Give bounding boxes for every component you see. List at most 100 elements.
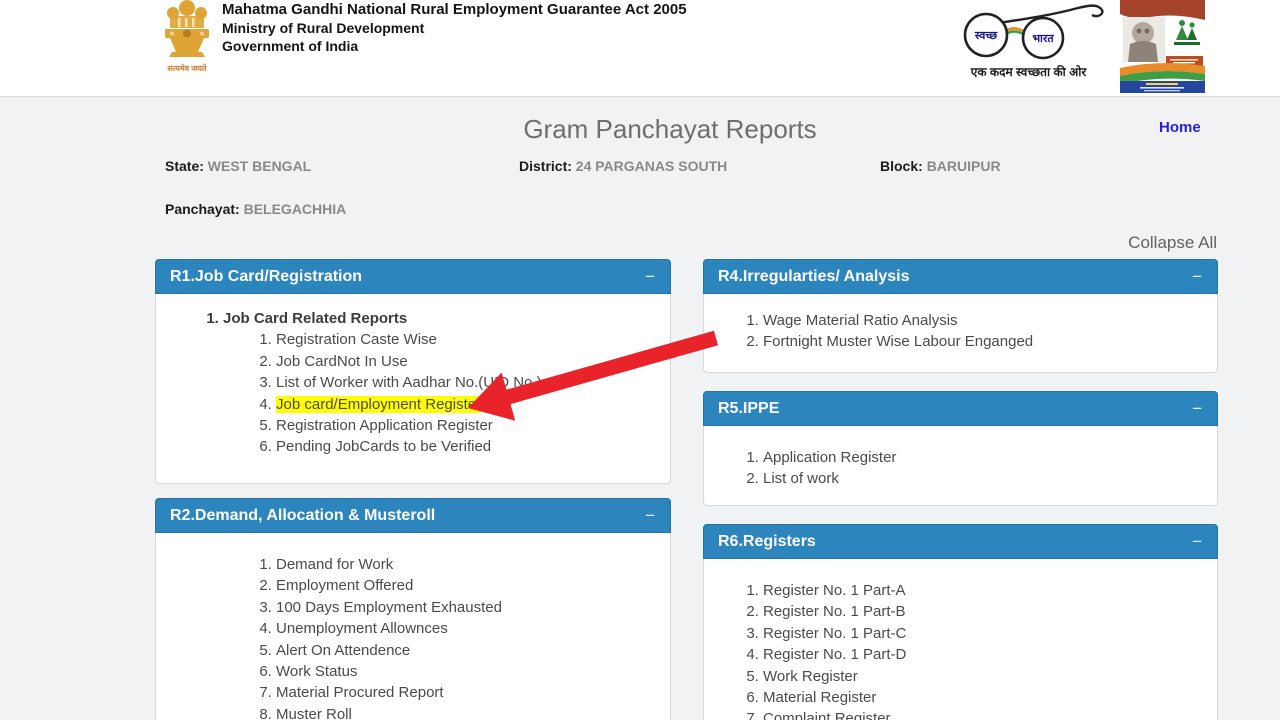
home-link[interactable]: Home [1159,119,1201,136]
report-list-item: Material Procured Report [276,682,670,703]
report-link[interactable]: Material Procured Report [276,684,444,702]
collapse-minus-icon[interactable]: − [645,267,655,286]
panel-r1-title: R1.Job Card/Registration [170,268,363,285]
report-link[interactable]: Application Register [763,449,897,466]
report-link[interactable]: 100 Days Employment Exhausted [276,598,502,616]
ministry-name: Ministry of Rural Development [222,20,425,36]
report-list-item: Employment Offered [276,575,670,596]
report-list-item: 100 Days Employment Exhausted [276,597,670,618]
collapse-minus-icon[interactable]: − [1192,399,1202,418]
report-link[interactable]: Registration Caste Wise [276,331,437,349]
panel-r6-registers: R6.Registers − Register No. 1 Part-ARegi… [703,524,1218,720]
report-link[interactable]: Material Register [763,689,877,707]
report-list-item: Work Register [763,666,1217,687]
r2-report-list: Demand for Work Employment Offered 100 Day… [156,554,670,720]
report-list-item: Register No. 1 Part-A [763,580,1217,601]
national-emblem: सत्यमेव जयते [157,0,217,74]
panchayat-label: Panchayat: [165,201,240,217]
report-link[interactable]: Employment Offered [276,577,414,595]
site-header: सत्यमेव जयते Mahatma Gandhi National Rur… [0,0,1280,97]
swachh-tagline: एक कदम स्वच्छता की ओर [970,65,1087,79]
panel-r1-job-card-registration: R1.Job Card/Registration − Job Card Rela… [155,259,671,484]
collapse-minus-icon[interactable]: − [1192,532,1202,551]
gandhi-poster-image [1120,0,1205,93]
report-link[interactable]: List of work [763,470,839,488]
report-link[interactable]: Muster Roll [276,705,352,720]
national-emblem-icon [165,0,209,57]
r6-report-list: Register No. 1 Part-A Register No. 1 Part… [704,580,1217,720]
report-link[interactable]: List of Worker with Aadhar No.(UID No.) [276,374,542,392]
panchayat-value: BELEGACHHIA [243,201,347,217]
panel-r5-header[interactable]: R5.IPPE − [703,391,1218,426]
report-list-item: Application Register [763,447,1217,468]
report-list-item: List of work [763,468,1217,489]
panel-r6-title: R6.Registers [718,533,816,550]
ministry-title-block: Mahatma Gandhi National Rural Employment… [222,1,687,55]
panel-r4-title: R4.Irregularties/ Analysis [718,268,910,285]
government-name: Government of India [222,38,359,54]
panel-r4-irregularities-analysis: R4.Irregularties/ Analysis − Wage Materi… [703,259,1218,373]
report-link[interactable]: Register No. 1 Part-B [763,603,906,621]
report-link[interactable]: Pending JobCards to be Verified [276,438,492,456]
swachh-bharat-glasses-icon: स्वच्छ भारत [963,4,1104,60]
location-district: District: 24 PARGANAS SOUTH [519,158,727,174]
panel-r6-header[interactable]: R6.Registers − [703,524,1218,559]
report-list-item: Registration Caste Wise [276,329,670,350]
swachh-lens-right-text: भारत [1032,33,1054,45]
report-list-item: Complaint Register [763,708,1217,720]
collapse-all-link[interactable]: Collapse All [1128,233,1217,252]
report-list-item: Alert On Attendence [276,640,670,661]
location-state: State: WEST BENGAL [165,158,311,174]
panel-r5-title: R5.IPPE [718,400,780,417]
swachh-bharat-logo: स्वच्छ भारत एक कदम स्वच्छता की ओर [946,2,1111,80]
panel-r2-body: Demand for Work Employment Offered 100 Day… [156,533,670,720]
panel-r4-header[interactable]: R4.Irregularties/ Analysis − [703,259,1218,294]
location-block: Block: BARUIPUR [880,158,1001,174]
gandhi-poster [1120,0,1205,93]
swachh-lens-left-text: स्वच्छ [974,30,998,42]
report-link[interactable]: Register No. 1 Part-D [763,646,907,664]
mgnrega-logo-icon [1174,20,1200,45]
report-list-item: Work Status [276,661,670,682]
report-link[interactable]: Alert On Attendence [276,641,411,659]
report-link[interactable]: Register No. 1 Part-C [763,624,907,642]
panel-r1-header[interactable]: R1.Job Card/Registration − [155,259,671,294]
location-panchayat: Panchayat: BELEGACHHIA [165,201,346,217]
report-list-item: Unemployment Allownces [276,618,670,639]
report-link[interactable]: Demand for Work [276,556,394,573]
report-list-item: Register No. 1 Part-C [763,623,1217,644]
report-list-item: Register No. 1 Part-D [763,644,1217,665]
report-link[interactable]: Unemployment Allownces [276,620,448,638]
collapse-minus-icon[interactable]: − [1192,267,1202,286]
panel-r6-body: Register No. 1 Part-A Register No. 1 Part… [704,559,1217,720]
district-label: District: [519,158,572,174]
panel-r5-ippe: R5.IPPE − Application Register List of wo… [703,391,1218,506]
report-list-item: Demand for Work [276,554,670,575]
report-list-item: Material Register [763,687,1217,708]
report-list-item: Register No. 1 Part-B [763,601,1217,622]
emblem-motto: सत्यमेव जयते [167,64,207,73]
report-list-item: Registration Application Register [276,415,670,436]
report-link[interactable]: Registration Application Register [276,417,493,435]
r5-report-list: Application Register List of work [704,447,1217,490]
report-link[interactable]: Work Status [276,663,358,681]
report-group: Job Card Related Reports Registration Ca… [223,308,670,458]
report-list-item: Wage Material Ratio Analysis [763,310,1217,331]
report-group-label: Job Card Related Reports [223,310,408,327]
report-link[interactable]: Complaint Register [763,710,891,720]
page-title: Gram Panchayat Reports [523,114,817,144]
r4-report-list: Wage Material Ratio Analysis Fortnight Mu… [704,310,1217,353]
report-list-item: List of Worker with Aadhar No.(UID No.) [276,372,670,393]
report-link[interactable]: Fortnight Muster Wise Labour Enganged [763,333,1034,351]
district-value: 24 PARGANAS SOUTH [575,158,728,174]
panel-r2-title: R2.Demand, Allocation & Musteroll [170,507,436,524]
report-link[interactable]: Wage Material Ratio Analysis [763,312,958,329]
report-link[interactable]: Work Register [763,667,858,685]
panel-r2-header[interactable]: R2.Demand, Allocation & Musteroll − [155,498,671,533]
state-value: WEST BENGAL [207,158,312,174]
report-link[interactable]: Job card/Employment Register [276,395,482,413]
collapse-minus-icon[interactable]: − [645,506,655,525]
report-link[interactable]: Register No. 1 Part-A [763,582,906,599]
report-list-item: Job card/Employment Register [276,394,670,415]
report-link[interactable]: Job CardNot In Use [276,352,408,370]
